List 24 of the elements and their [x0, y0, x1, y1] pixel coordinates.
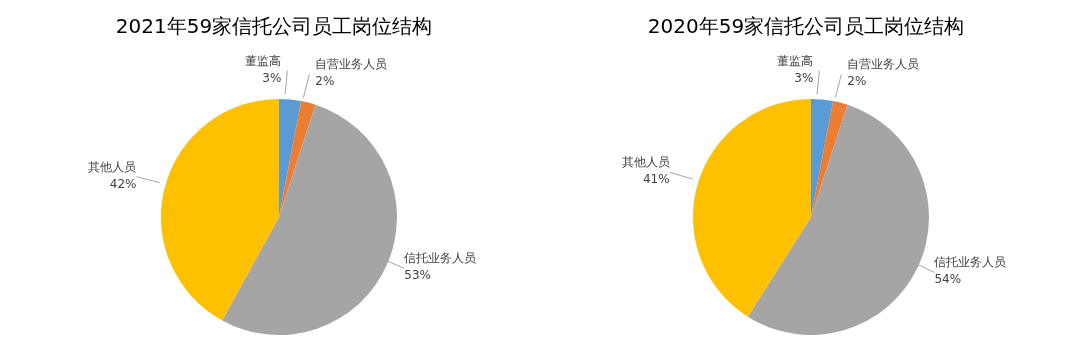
- data-label: 42%: [109, 176, 137, 191]
- data-label: 2%: [847, 74, 867, 89]
- data-label: 53%: [404, 268, 431, 283]
- slice-label: 信托业务人员: [404, 251, 477, 266]
- data-label: 54%: [934, 272, 962, 287]
- data-label: 2%: [315, 74, 335, 89]
- pie-slice: [279, 99, 302, 217]
- pie-slice: [811, 99, 834, 217]
- slice-label: 信托业务人员: [934, 255, 1007, 270]
- slice-label: 董监高: [245, 53, 282, 68]
- pie-slice: [693, 99, 811, 317]
- slice-label: 其他人员: [88, 159, 137, 174]
- data-label: 3%: [794, 70, 814, 85]
- slice-label: 自营业务人员: [315, 57, 388, 72]
- pie-slice: [811, 101, 848, 217]
- data-label: 41%: [642, 172, 670, 187]
- slice-label: 董监高: [777, 53, 814, 68]
- pie-slice: [279, 101, 316, 217]
- slice-label: 其他人员: [621, 155, 670, 170]
- chart-title: 2020年59家信托公司员工岗位结构: [646, 13, 966, 40]
- slice-label: 自营业务人员: [847, 57, 920, 72]
- data-label: 3%: [262, 70, 282, 85]
- chart-title: 2021年59家信托公司员工岗位结构: [114, 13, 434, 40]
- pie-slice: [161, 99, 279, 321]
